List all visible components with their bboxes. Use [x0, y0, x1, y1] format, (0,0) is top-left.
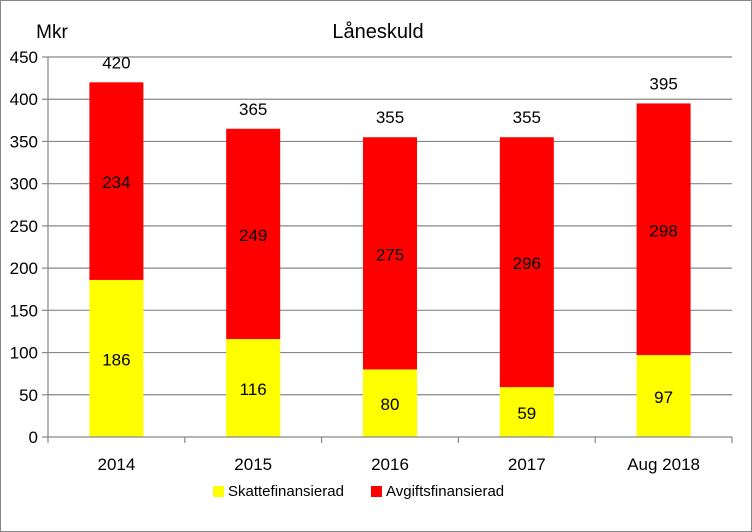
segment-value-label: 296	[513, 254, 541, 273]
y-tick-label: 400	[10, 90, 38, 109]
total-value-label: 420	[102, 53, 130, 72]
y-tick-label: 100	[10, 344, 38, 363]
data-labels: 186 234 420 116 249 365 80 275 355 59 296 355 97 298 3…	[102, 53, 678, 423]
segment-value-label: 298	[649, 221, 677, 240]
segment-value-label: 186	[102, 350, 130, 369]
total-value-label: 355	[513, 108, 541, 127]
bars	[89, 82, 691, 437]
x-tick-label: 2017	[508, 455, 546, 474]
legend-label: Skattefinansierad	[228, 483, 344, 500]
bar-segment	[89, 279, 144, 437]
legend: Skattefinansierad Avgiftsfinansierad	[213, 483, 504, 500]
y-tick-labels: 0 50 100 150 200 250 300 350 400 450	[10, 48, 38, 447]
y-tick-label: 200	[10, 259, 38, 278]
x-tick-label: 2016	[371, 455, 409, 474]
segment-value-label: 80	[381, 395, 400, 414]
chart-title: Låneskuld	[332, 21, 423, 43]
total-value-label: 355	[376, 108, 404, 127]
x-tick-label: 2014	[97, 455, 135, 474]
bar-segment	[499, 137, 554, 388]
bar-segment	[499, 387, 554, 437]
y-tick-label: 300	[10, 175, 38, 194]
axes	[42, 56, 733, 443]
total-value-label: 365	[239, 100, 267, 119]
y-tick-label: 50	[19, 386, 38, 405]
legend-swatch	[213, 486, 224, 497]
bar-segment	[363, 137, 417, 370]
legend-label: Avgiftsfinansierad	[386, 483, 504, 500]
segment-value-label: 116	[240, 380, 267, 399]
x-tick-label: 2015	[234, 455, 272, 474]
segment-value-label: 234	[102, 173, 130, 192]
bar-segment	[636, 355, 691, 437]
y-tick-label: 350	[10, 132, 38, 151]
y-tick-label: 0	[29, 428, 38, 447]
bar-segment	[89, 82, 144, 280]
y-tick-label: 150	[10, 301, 38, 320]
bar-segment	[226, 339, 281, 437]
bar-segment	[363, 369, 417, 437]
x-tick-labels: 2014 2015 2016 2017 Aug 2018	[97, 455, 700, 474]
segment-value-label: 249	[239, 226, 267, 245]
legend-swatch	[371, 486, 382, 497]
x-tick-label: Aug 2018	[627, 455, 700, 474]
total-value-label: 395	[649, 74, 677, 93]
bar-segment	[226, 128, 281, 340]
segment-value-label: 275	[376, 245, 404, 264]
segment-value-label: 59	[517, 404, 536, 423]
segment-value-label: 97	[654, 388, 673, 407]
y-tick-label: 250	[10, 217, 38, 236]
y-axis-label: Mkr	[36, 22, 68, 43]
y-tick-label: 450	[10, 48, 38, 67]
bar-segment	[636, 103, 691, 356]
